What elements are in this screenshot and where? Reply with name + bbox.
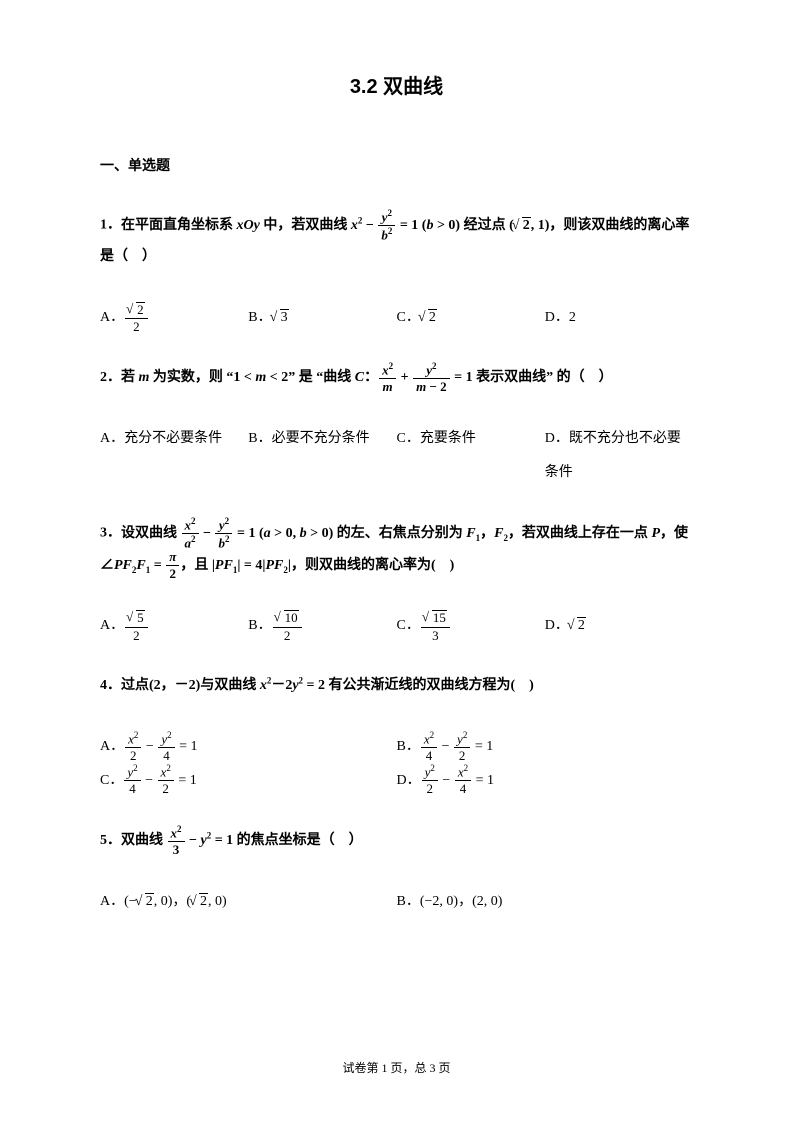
section-heading: 一、单选题: [100, 155, 693, 175]
question-3-option-B: B．102: [248, 609, 396, 643]
question-4-option-C: C．y24 − x22 = 1: [100, 764, 397, 798]
question-3: 3．设双曲线 x2a2 − y2b2 = 1 (a > 0, b > 0) 的左…: [100, 517, 693, 581]
question-1-option-B: B．3: [248, 301, 396, 335]
question-3-option-C: C．153: [397, 609, 545, 643]
question-3-options: A．52B．102C．153D．2: [100, 609, 693, 643]
question-3-option-D: D．2: [545, 609, 693, 643]
question-1-options: A．22B．3C．2D．2: [100, 301, 693, 335]
question-2-option-D: D．既不充分也不必要条件: [545, 422, 693, 489]
question-1-option-A: A．22: [100, 301, 248, 335]
question-2-option-A: A．充分不必要条件: [100, 422, 248, 489]
question-1-option-C: C．2: [397, 301, 545, 335]
questions-container: 1．在平面直角坐标系 xOy 中，若双曲线 x2 − y2b2 = 1 (b >…: [100, 209, 693, 919]
question-4-option-B: B．x24 − y22 = 1: [397, 730, 694, 764]
question-4-option-A: A．x22 − y24 = 1: [100, 730, 397, 764]
question-5: 5．双曲线 x23 − y2 = 1 的焦点坐标是（ ）: [100, 825, 693, 857]
question-2: 2．若 m 为实数，则 “1 < m < 2” 是 “曲线 C：x2m + y2…: [100, 362, 693, 394]
question-2-option-B: B．必要不充分条件: [248, 422, 396, 489]
question-5-option-B: B．(−2, 0)，(2, 0): [397, 885, 694, 919]
question-5-option-A: A．(−2, 0)，(2, 0): [100, 885, 397, 919]
page-title: 3.2 双曲线: [100, 70, 693, 99]
question-3-option-A: A．52: [100, 609, 248, 643]
exam-page: 3.2 双曲线 一、单选题 1．在平面直角坐标系 xOy 中，若双曲线 x2 −…: [0, 0, 793, 1122]
question-2-option-C: C．充要条件: [397, 422, 545, 489]
question-4-options: A．x22 − y24 = 1B．x24 − y22 = 1C．y24 − x2…: [100, 730, 693, 797]
question-2-options: A．充分不必要条件B．必要不充分条件C．充要条件D．既不充分也不必要条件: [100, 422, 693, 489]
question-1-option-D: D．2: [545, 301, 693, 335]
question-1: 1．在平面直角坐标系 xOy 中，若双曲线 x2 − y2b2 = 1 (b >…: [100, 209, 693, 273]
question-4-option-D: D．y22 − x24 = 1: [397, 764, 694, 798]
question-4: 4．过点(2，－2)与双曲线 x2－2y2 = 2 有公共渐近线的双曲线方程为(…: [100, 671, 693, 702]
page-footer: 试卷第 1 页，总 3 页: [0, 1059, 793, 1076]
question-5-options: A．(−2, 0)，(2, 0)B．(−2, 0)，(2, 0): [100, 885, 693, 919]
